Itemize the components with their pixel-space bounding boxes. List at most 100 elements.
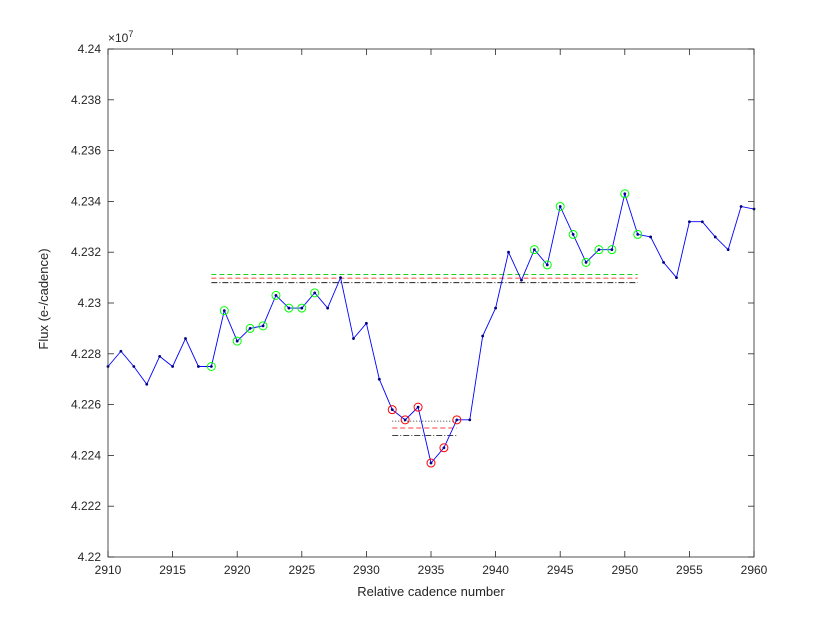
green-outlier-marker xyxy=(245,323,255,333)
green-outlier-marker xyxy=(297,303,307,313)
green-outlier-marker xyxy=(581,257,591,267)
green-outlier-marker xyxy=(633,229,643,239)
data-point xyxy=(700,220,704,224)
green-outlier-marker xyxy=(607,245,617,255)
data-point xyxy=(532,248,536,252)
data-point xyxy=(313,291,317,295)
data-point xyxy=(365,321,368,325)
data-point xyxy=(610,248,614,252)
green-outlier-marker xyxy=(620,189,630,199)
red-outlier-marker xyxy=(413,402,423,412)
green-outlier-marker xyxy=(284,303,294,313)
data-point xyxy=(662,260,665,264)
y-tick-label: 4.23 xyxy=(78,296,102,310)
x-tick-label: 2920 xyxy=(224,563,251,577)
data-point xyxy=(520,278,523,282)
y-axis-label: Flux (e-/cadence) xyxy=(36,248,51,349)
data-point xyxy=(739,205,743,208)
axes: 2910 2915 2920 2925 2930 2935 2940 2945 2950 2955… xyxy=(71,42,768,577)
y-tick-label: 4.22 xyxy=(78,550,102,564)
y-tick-label: 4.232 xyxy=(71,245,101,259)
data-point xyxy=(713,235,717,239)
green-outlier-marker xyxy=(258,321,268,331)
data-point xyxy=(274,293,278,297)
green-outlier-marker xyxy=(568,229,578,239)
data-point xyxy=(235,339,239,343)
data-point xyxy=(675,276,678,279)
y-tick-label: 4.236 xyxy=(71,144,101,158)
data-point xyxy=(636,233,640,236)
data-point xyxy=(300,306,304,310)
reference-lines xyxy=(211,274,638,436)
exponent-power: 7 xyxy=(128,29,133,39)
green-outlier-marker xyxy=(529,245,539,255)
x-tick-label: 2935 xyxy=(418,563,445,577)
y-tick-label: 4.238 xyxy=(71,93,101,107)
data-point xyxy=(584,260,588,264)
green-outlier-marker xyxy=(555,201,565,211)
y-tick-label: 4.222 xyxy=(71,499,101,513)
x-tick-label: 2960 xyxy=(741,563,768,577)
x-tick-label: 2955 xyxy=(676,563,703,577)
x-tick-label: 2925 xyxy=(288,563,315,577)
data-point xyxy=(197,365,200,368)
data-point xyxy=(507,250,510,254)
data-point xyxy=(688,220,691,224)
data-point xyxy=(119,349,123,353)
plot-layer xyxy=(108,49,754,557)
x-tick-label: 2930 xyxy=(353,563,380,577)
x-tick-label: 2910 xyxy=(95,563,122,577)
green-outlier-marker xyxy=(271,290,281,300)
data-point xyxy=(442,446,446,450)
data-point xyxy=(649,235,653,239)
data-point xyxy=(248,327,252,330)
flux-series xyxy=(106,192,756,465)
red-outlier-marker xyxy=(387,405,397,415)
data-point xyxy=(287,306,291,310)
data-point xyxy=(623,192,627,196)
data-point xyxy=(145,382,149,386)
y-tick-label: 4.228 xyxy=(71,347,101,361)
data-point xyxy=(429,461,433,465)
x-axis-label: Relative cadence number xyxy=(357,584,505,599)
data-point xyxy=(403,418,407,422)
data-point xyxy=(468,418,472,422)
green-outlier-marker xyxy=(232,336,242,346)
y-axis-exponent: ×107 xyxy=(108,29,133,45)
data-point xyxy=(726,248,730,252)
green-outlier-marker xyxy=(219,306,229,316)
red-outlier-marker xyxy=(439,443,449,453)
outlier-markers xyxy=(206,189,643,468)
x-tick-label: 2940 xyxy=(482,563,509,577)
green-outlier-marker xyxy=(310,288,320,298)
data-point xyxy=(390,408,394,412)
data-point xyxy=(171,365,175,368)
red-outlier-marker xyxy=(400,415,410,425)
green-outlier-marker xyxy=(594,245,604,255)
data-point xyxy=(209,365,213,368)
data-point xyxy=(597,248,601,252)
y-tick-label: 4.24 xyxy=(78,42,102,56)
red-outlier-marker xyxy=(452,415,462,425)
data-point xyxy=(545,263,549,267)
data-point xyxy=(339,276,342,279)
data-point xyxy=(132,365,136,368)
data-point xyxy=(416,405,420,409)
y-tick-label: 4.224 xyxy=(71,448,101,462)
red-outlier-marker xyxy=(426,458,436,468)
x-tick-label: 2950 xyxy=(611,563,638,577)
data-point xyxy=(261,324,265,328)
exponent-base: ×10 xyxy=(108,31,129,45)
x-tick-label: 2915 xyxy=(159,563,186,577)
data-point xyxy=(377,377,381,381)
data-point xyxy=(222,309,226,313)
data-point xyxy=(558,205,562,208)
green-outlier-marker xyxy=(542,260,552,270)
y-tick-label: 4.226 xyxy=(71,398,101,412)
data-point xyxy=(481,334,485,338)
x-tick-label: 2945 xyxy=(547,563,574,577)
green-outlier-marker xyxy=(206,362,216,371)
data-point xyxy=(455,418,459,422)
y-tick-label: 4.234 xyxy=(71,194,101,208)
